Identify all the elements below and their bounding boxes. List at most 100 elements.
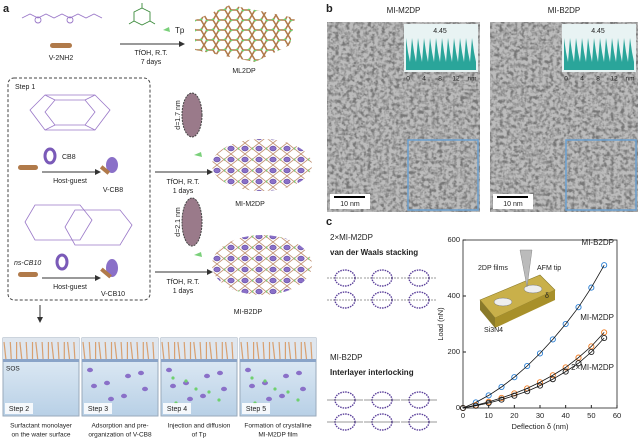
data-point <box>549 376 556 383</box>
air <box>240 338 316 360</box>
step-caption: Surfactant monolayer <box>10 423 73 430</box>
shape <box>133 7 151 26</box>
surface-layer <box>161 359 237 362</box>
host-label: ns-CB10 <box>14 260 41 267</box>
step-panels: Step 2 Surfactant monolayer on the water s… <box>2 337 317 439</box>
y-axis-label: Load (nN) <box>436 307 445 341</box>
shape <box>523 284 543 294</box>
surfactant <box>120 341 123 361</box>
profile-tick: 12 <box>452 76 460 83</box>
tp-icon <box>194 252 202 257</box>
process-label: Host-guest <box>53 178 87 185</box>
stacking-diagram <box>327 269 437 431</box>
shape <box>34 16 42 24</box>
data-point <box>588 284 595 291</box>
surfactant <box>262 341 265 361</box>
data-point <box>498 394 505 401</box>
series-line <box>462 337 605 409</box>
surfactant <box>288 341 292 361</box>
condition: TfOH, R.T. <box>166 279 199 286</box>
shape <box>66 16 74 24</box>
cb8-icon <box>43 147 57 165</box>
particle <box>125 373 131 379</box>
zoom-inset <box>407 139 479 211</box>
shape <box>64 209 133 246</box>
inset-label: Si3N4 <box>484 327 503 334</box>
y-tick-label: 400 <box>447 291 460 300</box>
profile-area <box>406 38 476 70</box>
profile-tick: 4 <box>580 76 584 83</box>
shape <box>100 267 112 279</box>
surfactant <box>199 341 202 361</box>
particle <box>279 393 285 399</box>
surface-layer <box>3 359 79 362</box>
data-point <box>459 404 467 412</box>
surfactant <box>256 341 260 361</box>
monomer-label: V-2NH2 <box>49 55 74 62</box>
surfactant <box>304 341 308 361</box>
particle <box>170 383 176 389</box>
profile-area <box>564 38 634 70</box>
surfactant <box>51 341 55 361</box>
data-point <box>511 374 518 381</box>
shape <box>480 300 495 328</box>
profile-tick: 12 <box>610 76 618 83</box>
particle <box>266 396 272 402</box>
panel-label: c <box>326 216 332 228</box>
data-point <box>511 392 518 399</box>
shape <box>84 124 96 131</box>
data-point <box>472 402 479 409</box>
x-tick-label: 0 <box>461 411 465 420</box>
peak-label: 4.45 <box>433 28 447 35</box>
surfactant <box>231 341 234 361</box>
macrocycle <box>181 197 203 247</box>
surfactant <box>41 341 44 361</box>
image-title: MI-B2DP <box>548 6 580 15</box>
inset-label: AFM tip <box>537 265 561 272</box>
complex-v-cb10 <box>100 259 118 279</box>
surfactant <box>35 341 39 361</box>
surfactant <box>146 341 150 361</box>
particle <box>138 370 144 376</box>
data-point <box>536 379 544 386</box>
shape <box>99 165 111 175</box>
condition: TfOH, R.T. <box>166 179 199 186</box>
particle <box>108 396 114 402</box>
tp-particle <box>194 387 198 391</box>
condition: TfOH, R.T. <box>134 50 167 57</box>
shape <box>149 20 156 25</box>
particle <box>142 386 148 392</box>
step-tag <box>5 403 33 414</box>
step-label: Step 4 <box>167 406 187 413</box>
rod-icon <box>18 165 38 170</box>
profile-tick: 0 <box>406 76 410 83</box>
monomer-label: Tp <box>175 26 185 35</box>
tp-icon <box>194 152 202 157</box>
tp-icon <box>163 27 170 32</box>
zoom-inset <box>565 139 637 211</box>
profile-tick: 0 <box>564 76 568 83</box>
surfactant <box>167 341 170 361</box>
data-point <box>524 362 531 370</box>
air <box>161 338 237 360</box>
surfactant <box>152 341 155 361</box>
surfactant <box>310 341 313 361</box>
particle <box>204 373 210 379</box>
data-point <box>601 334 608 342</box>
tp-particle <box>171 376 175 380</box>
x-tick-label: 60 <box>613 411 621 420</box>
surfactant <box>82 341 86 361</box>
y-tick-label: 200 <box>447 347 460 356</box>
air <box>3 338 79 360</box>
surfactant <box>88 341 91 361</box>
step-label: Step 1 <box>15 84 35 91</box>
particle <box>217 370 223 376</box>
surfactant <box>3 341 7 361</box>
product-label: MI-B2DP <box>234 309 263 316</box>
surfactant <box>209 341 213 361</box>
series-line <box>462 265 605 409</box>
panel-label: a <box>3 3 10 15</box>
shape <box>84 94 96 101</box>
inset-label: δ <box>545 293 549 300</box>
